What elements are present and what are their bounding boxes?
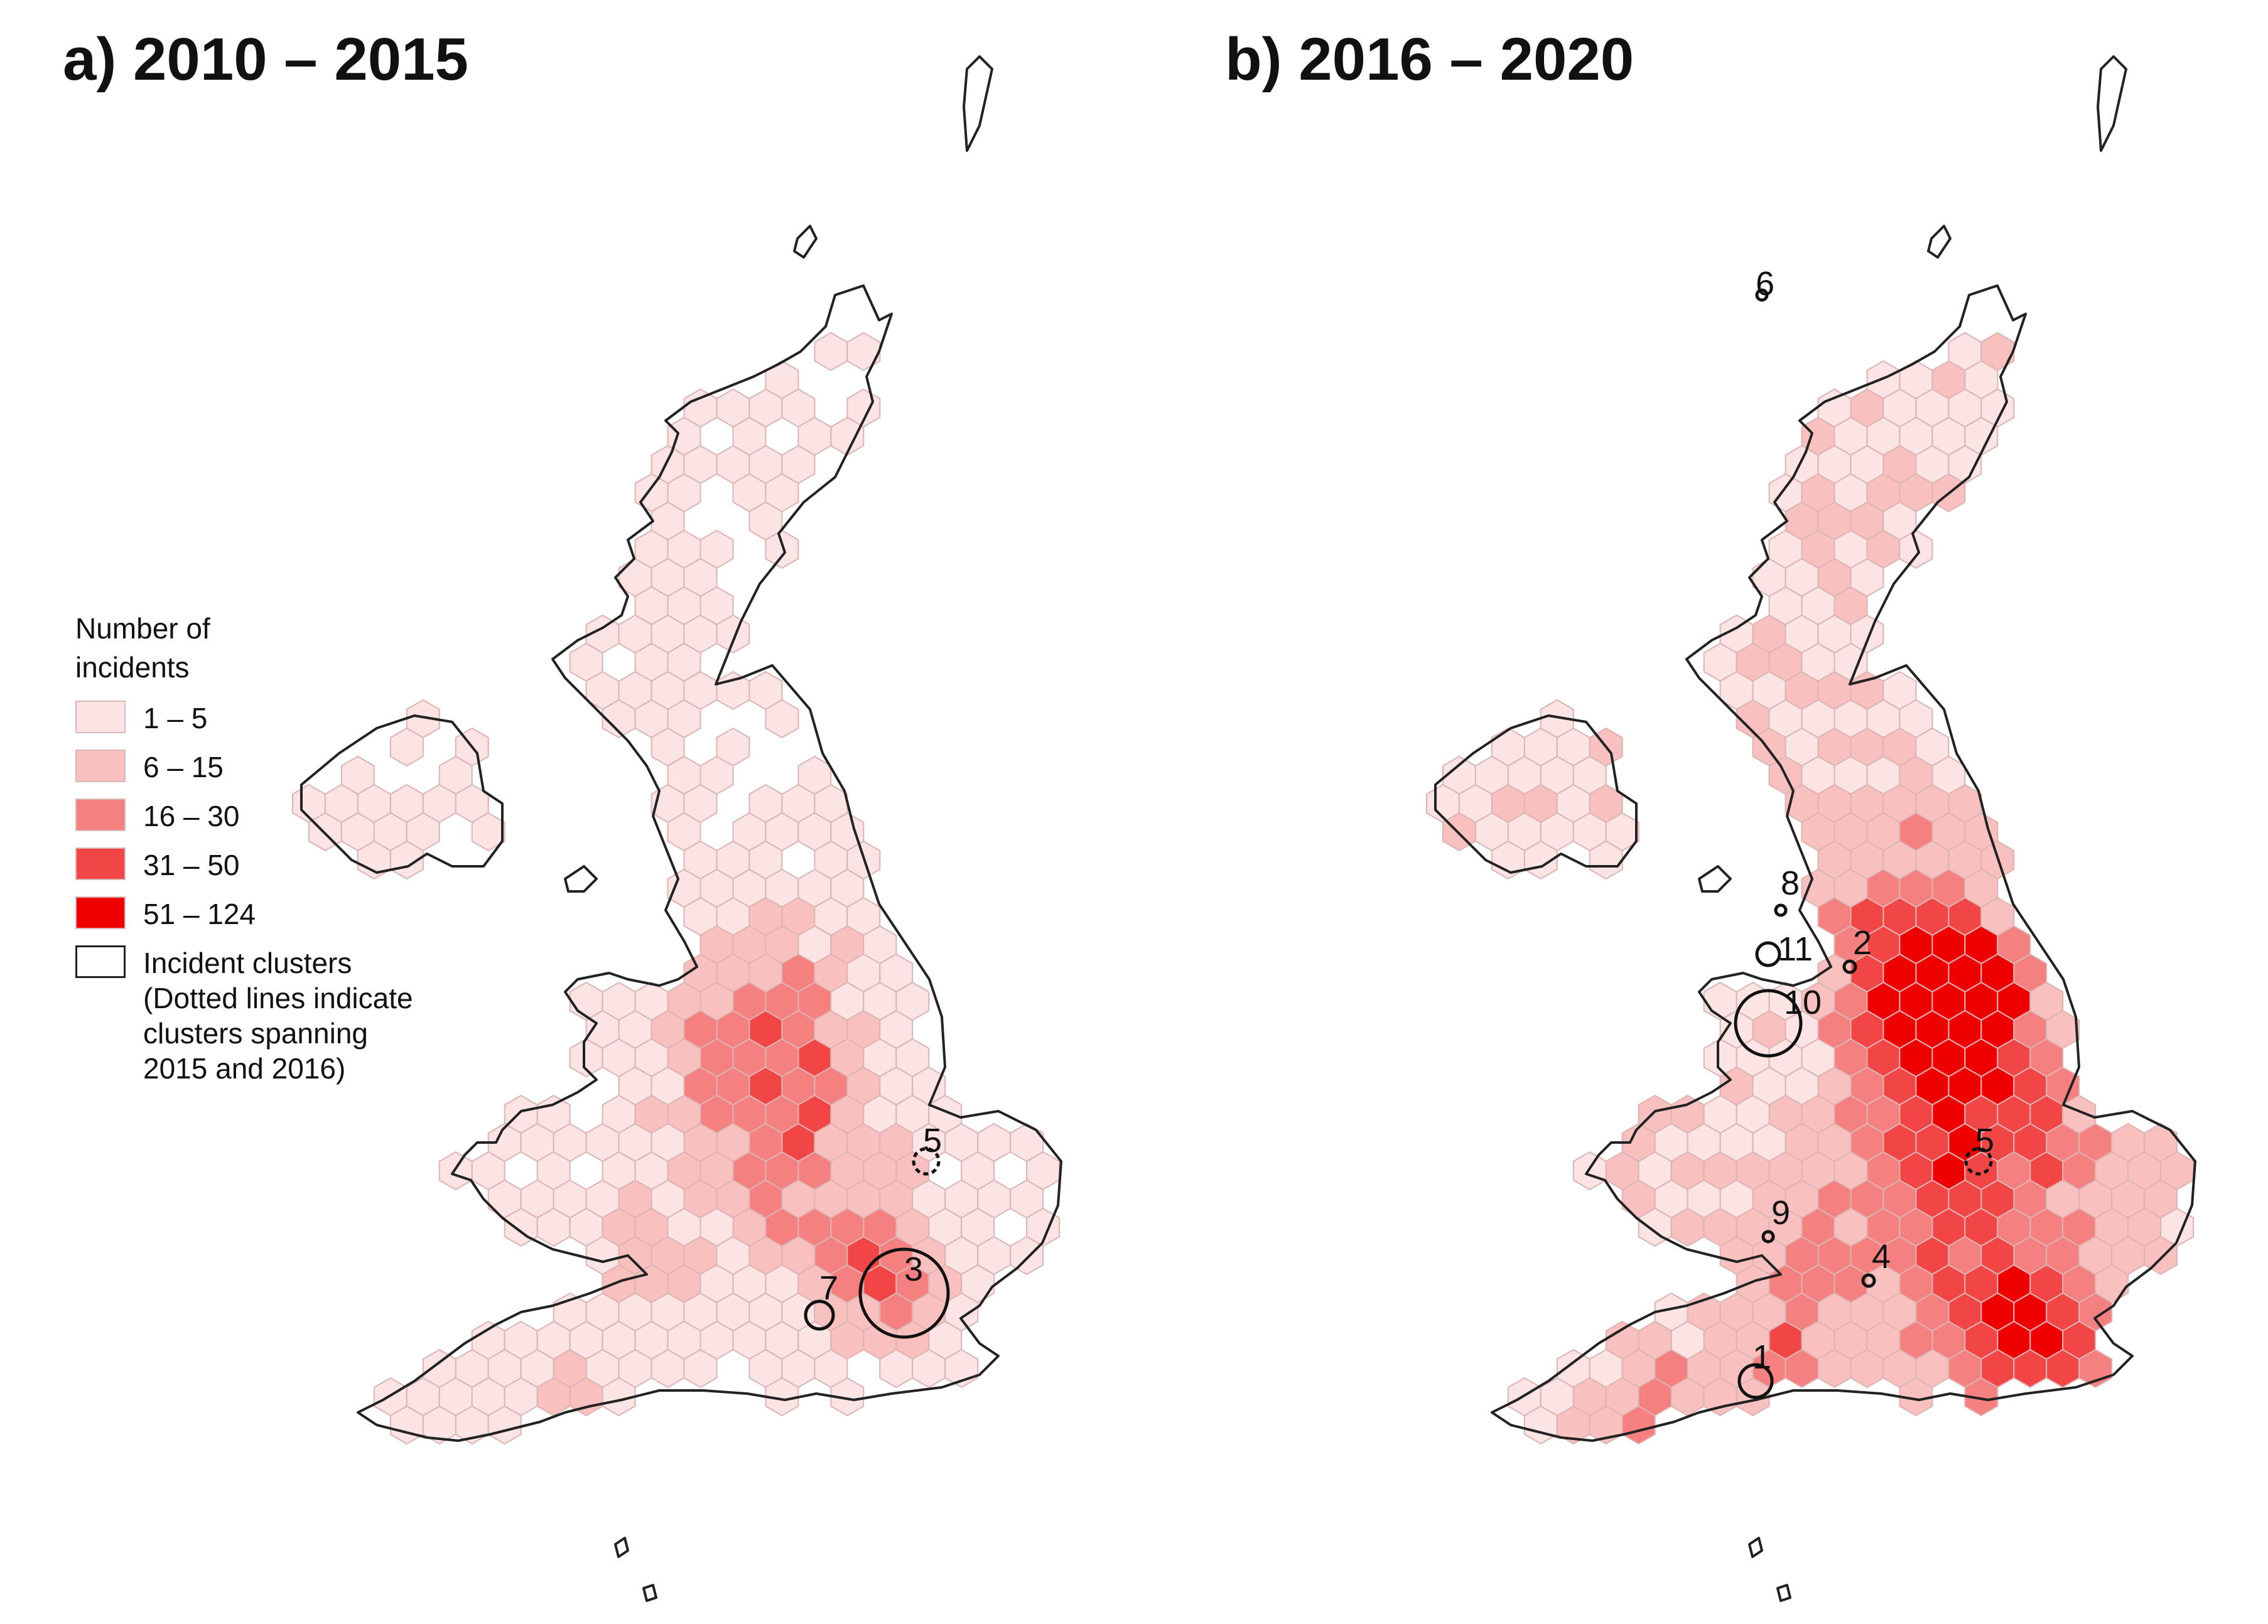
hex-cell (438, 1151, 473, 1191)
cluster-circle (1842, 959, 1857, 974)
legend-item-6-15: 6 – 15 (75, 750, 502, 785)
coastline-island (564, 865, 598, 893)
hex-cell (1964, 1377, 1999, 1417)
cluster-label: 5 (1975, 1122, 1994, 1159)
cluster-label: 7 (819, 1269, 838, 1307)
map-2016-2020: 1 2 4 5 6 8 9 10 11 (1426, 55, 2196, 1602)
panel-title-b: b) 2016 – 2020 (1225, 26, 1634, 93)
hex-cell (765, 699, 799, 739)
cluster-circle (1737, 1363, 1774, 1399)
legend-cluster-text: Incident clusters (Dotted lines indicate… (143, 945, 413, 1086)
coastline-island (963, 55, 993, 152)
coastline-northern-ireland (1434, 714, 1638, 874)
coastline-island (2097, 55, 2127, 152)
legend-item-51-124: 51 – 124 (75, 896, 502, 932)
hex-cell (765, 1377, 799, 1417)
legend: Number of incidents 1 – 5 6 – 15 16 – 30… (75, 609, 502, 1086)
hex-cell (765, 529, 799, 569)
hex-cell (389, 727, 424, 767)
coastline-island (1748, 1537, 1763, 1558)
hex-cell (846, 331, 881, 372)
hex-cell (1010, 1235, 1044, 1276)
hex-cell (487, 1405, 522, 1445)
cluster-label: 4 (1872, 1238, 1891, 1276)
cluster-circle (912, 1147, 941, 1176)
coastline-island (1698, 865, 1732, 893)
cluster-circle (1861, 1273, 1876, 1288)
cluster-circle (858, 1247, 950, 1339)
coastline-island (614, 1537, 629, 1558)
legend-swatch (75, 847, 126, 880)
legend-label: 31 – 50 (143, 849, 240, 881)
legend-swatch-cluster (75, 945, 126, 978)
panel-title-a: a) 2010 – 2015 (63, 26, 468, 93)
coastline-great-britain (1491, 284, 2196, 1442)
legend-label: 51 – 124 (143, 898, 256, 930)
cluster-label: 10 (1784, 984, 1822, 1021)
legend-swatch (75, 896, 126, 929)
legend-item-clusters: Incident clusters (Dotted lines indicate… (75, 945, 502, 1086)
legend-cluster-note-3: 2015 and 2016) (143, 1052, 346, 1085)
coastline-island (1776, 1584, 1791, 1602)
cluster-label: 6 (1756, 265, 1774, 303)
cluster-circle (804, 1299, 835, 1331)
hex-cell (716, 614, 750, 654)
panel-2016-2020: b) 2016 – 2020 (1134, 0, 2268, 1624)
cluster-circle (1734, 989, 1803, 1058)
cluster-label: 3 (904, 1250, 923, 1288)
cluster-label: 8 (1781, 864, 1800, 902)
legend-swatch (75, 799, 126, 831)
legend-label: 16 – 30 (143, 800, 240, 832)
legend-swatch (75, 701, 126, 733)
map-2010-2015: 3 5 7 (292, 55, 1062, 1602)
hex-cell (1589, 840, 1623, 880)
cluster-circle (1964, 1147, 1993, 1176)
hex-cell (1572, 1151, 1607, 1191)
cluster-circle (1755, 288, 1769, 302)
cluster-label: 2 (1853, 924, 1872, 962)
hex-cell (602, 1377, 636, 1417)
hex-cell (2144, 1235, 2178, 1276)
cluster-label: 1 (1752, 1338, 1771, 1376)
cluster-label: 5 (923, 1122, 942, 1159)
legend-cluster-note-1: (Dotted lines indicate (143, 982, 413, 1014)
coastline-island (642, 1584, 657, 1602)
hex-cell (1899, 1377, 1933, 1417)
panel-2010-2015: a) 2010 – 2015 (63, 26, 468, 93)
legend-item-31-50: 31 – 50 (75, 847, 502, 883)
legend-label: 6 – 15 (143, 751, 224, 783)
coastline-island (793, 225, 818, 259)
hex-cell (471, 812, 505, 852)
legend-label: 1 – 5 (143, 702, 208, 734)
legend-title-line2: incidents (75, 651, 190, 684)
legend-cluster-label: Incident clusters (143, 947, 352, 979)
hex-cell (814, 331, 848, 372)
hex-cell (683, 1348, 718, 1389)
cluster-circle (1774, 903, 1788, 917)
coastline-island (1927, 225, 1952, 259)
cluster-label: 9 (1771, 1194, 1790, 1232)
coastline-northern-ireland (300, 714, 504, 874)
legend-title-line1: Number of (75, 612, 210, 645)
legend-cluster-note-2: clusters spanning (143, 1017, 368, 1050)
legend-item-16-30: 16 – 30 (75, 799, 502, 834)
cluster-circle (1755, 941, 1781, 967)
hex-cell (1899, 529, 1933, 569)
coastline-great-britain (357, 284, 1062, 1442)
hex-cell (1621, 1405, 1656, 1445)
hex-cell (830, 1377, 865, 1417)
cluster-label: 11 (1778, 930, 1813, 968)
legend-swatch (75, 750, 126, 782)
legend-item-1-5: 1 – 5 (75, 701, 502, 736)
cluster-circle (1761, 1230, 1775, 1244)
